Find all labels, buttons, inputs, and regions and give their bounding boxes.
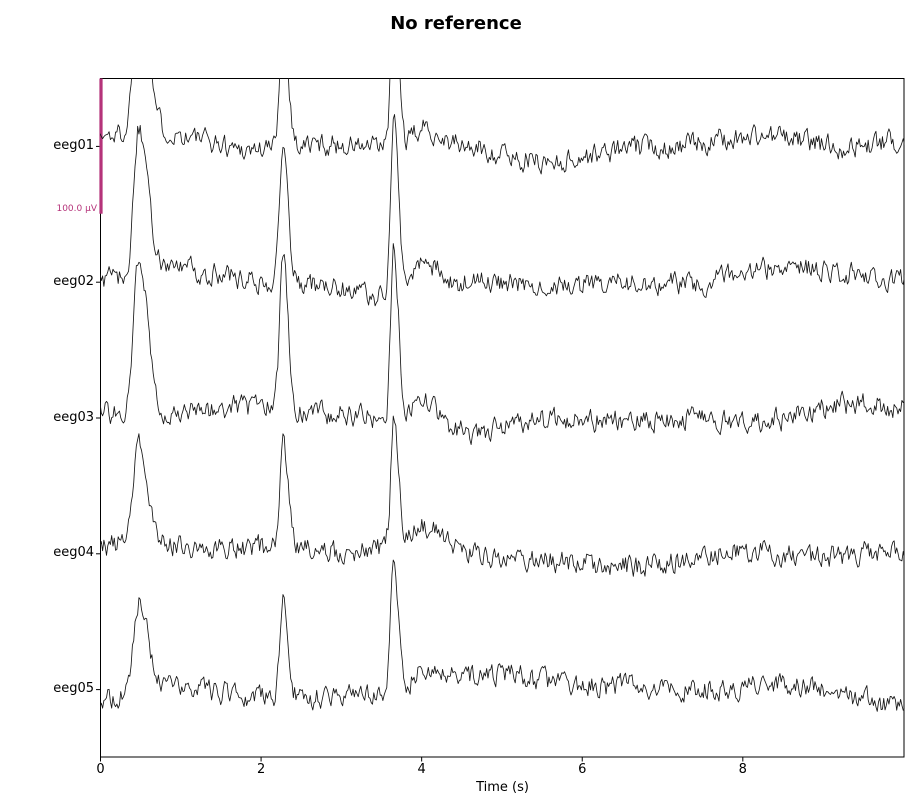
channel-label-eeg01: eeg01 (53, 137, 94, 153)
xtick-label-1: 2 (256, 762, 266, 777)
channel-label-eeg03: eeg03 (53, 409, 94, 425)
xtick-label-4: 8 (738, 762, 747, 777)
xtick-label-3: 6 (578, 762, 587, 777)
channel-label-eeg05: eeg05 (53, 681, 94, 697)
eeg-trace-eeg05 (100, 559, 905, 712)
xtick-label-0: 0 (96, 762, 105, 777)
channel-label-eeg02: eeg02 (53, 273, 94, 289)
xtick-label-2: 4 (417, 762, 426, 777)
scale-bar-label: 100.0 µV (56, 204, 97, 214)
eeg-trace-eeg04 (100, 415, 905, 577)
channel-label-eeg04: eeg04 (53, 545, 94, 561)
eeg-trace-eeg01 (100, 78, 905, 175)
eeg-trace-eeg03 (100, 243, 905, 445)
axes-frame (100, 78, 905, 758)
plot-title: No reference (390, 13, 522, 34)
eeg-trace-eeg02 (100, 114, 905, 307)
x-axis-label: Time (s) (476, 780, 529, 795)
